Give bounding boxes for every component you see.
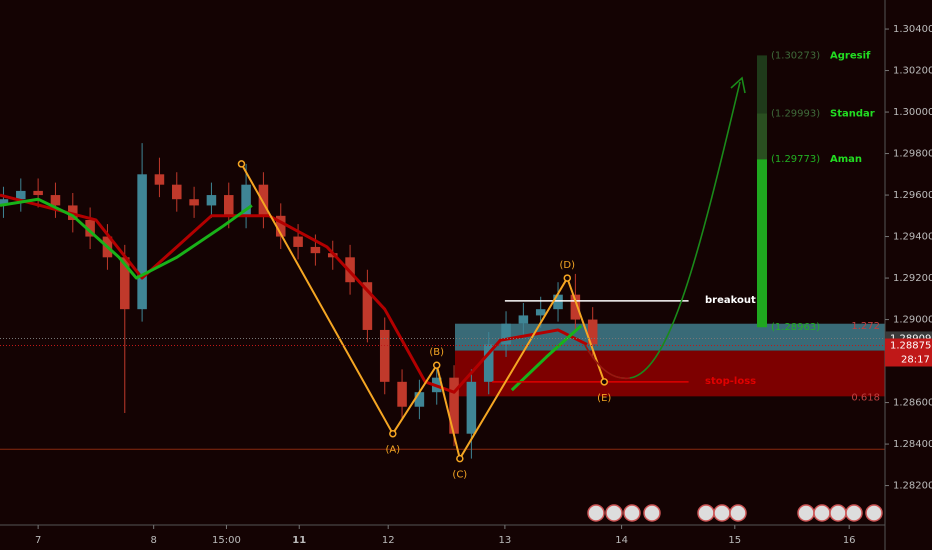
target-segment — [757, 113, 767, 160]
countdown-tag — [885, 352, 932, 367]
candle-body — [258, 184, 269, 216]
candle-body — [379, 329, 390, 382]
candle-body — [0, 199, 9, 206]
candle-body — [466, 381, 477, 434]
x-tick-label: 15 — [728, 535, 741, 546]
y-tick-label: 1.29000 — [893, 315, 932, 326]
y-tick-label: 1.29600 — [893, 190, 932, 201]
candle-body — [518, 315, 529, 324]
candle-body — [553, 294, 563, 310]
x-tick-label: 15:00 — [212, 535, 241, 546]
price-tag — [885, 338, 932, 353]
x-tick-label: 12 — [382, 535, 395, 546]
candle-body — [50, 195, 61, 206]
fib-label: 0.618 — [851, 392, 880, 403]
candle-body — [310, 246, 321, 254]
projection-arrow — [730, 76, 746, 94]
candle-body — [189, 199, 199, 206]
pattern-point — [237, 160, 246, 168]
candle-body — [241, 184, 251, 216]
x-tick-label: 8 — [150, 535, 156, 546]
y-tick-label: 1.29400 — [893, 232, 932, 243]
countdown-label: 28:17 — [901, 355, 930, 366]
x-tick-label: 16 — [843, 535, 856, 546]
candle-body — [483, 344, 494, 382]
pattern-label: (D) — [560, 260, 576, 271]
candle-body — [154, 174, 165, 185]
candle-body — [449, 377, 459, 434]
candle-body — [223, 195, 234, 216]
fib-label: 1.272 — [851, 321, 880, 332]
candle-body — [397, 381, 407, 407]
pattern-point — [563, 274, 572, 282]
target-name: Standar — [830, 109, 875, 120]
pattern-label: (C) — [452, 470, 467, 481]
candle-body — [293, 236, 303, 247]
candle-body — [120, 257, 130, 310]
candle-body — [275, 215, 286, 237]
candle-body — [137, 174, 147, 310]
pattern-point — [456, 454, 464, 463]
y-tick-label: 1.30000 — [893, 107, 932, 118]
candle-body — [33, 190, 43, 196]
pattern-point — [600, 378, 608, 386]
x-tick-label: 11 — [292, 535, 306, 546]
candle-body — [362, 282, 373, 330]
candle-body — [172, 184, 182, 200]
pattern-label: (A) — [385, 445, 400, 456]
y-tick-label: 1.28600 — [893, 398, 932, 409]
candle-body — [85, 219, 95, 237]
y-tick-label: 1.30400 — [893, 24, 932, 35]
pattern-point — [389, 429, 397, 438]
candle-body — [414, 392, 425, 407]
moving-average — [0, 193, 588, 394]
candle-body — [587, 319, 598, 345]
event-icons — [587, 504, 883, 522]
candle-body — [535, 309, 546, 316]
candle-body — [206, 195, 217, 206]
target-price: (1.29993) — [771, 109, 820, 120]
price-tag-label: 1.28875 — [890, 341, 931, 352]
pattern-label: (B) — [429, 347, 444, 358]
moving-average — [0, 197, 583, 392]
pattern-label: (E) — [597, 393, 611, 404]
y-tick-label: 1.29200 — [893, 273, 932, 284]
target-segment — [757, 55, 767, 114]
y-tick-label: 1.29800 — [893, 149, 932, 160]
y-tick-label: 1.28400 — [893, 439, 932, 450]
target-name: Agresif — [830, 50, 871, 61]
target-price: (1.29773) — [771, 154, 820, 165]
entry-price: (1.28963) — [771, 322, 820, 333]
x-tick-label: 13 — [499, 535, 512, 546]
projection-curve-low — [584, 344, 631, 380]
target-segment — [757, 159, 767, 328]
zone — [455, 350, 885, 397]
pattern-line — [240, 163, 606, 462]
level-label: stop-loss — [705, 376, 756, 387]
pattern-point — [432, 361, 441, 369]
target-price: (1.30273) — [771, 50, 820, 61]
level-label: breakout — [705, 295, 756, 306]
target-name: Aman — [830, 154, 862, 165]
candle-body — [16, 190, 26, 200]
y-tick-label: 1.30200 — [893, 66, 932, 77]
plot-area — [0, 0, 885, 525]
y-tick-label: 1.28200 — [893, 481, 932, 492]
x-tick-label: 14 — [615, 535, 628, 546]
x-tick-label: 7 — [35, 535, 41, 546]
candle-body — [501, 323, 511, 345]
candle-body — [570, 294, 581, 320]
